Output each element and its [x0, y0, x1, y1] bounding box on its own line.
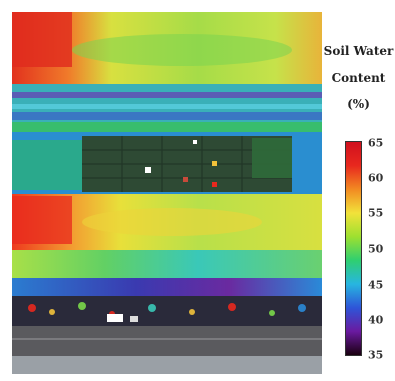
plot-marker [183, 177, 188, 182]
legend-title-line-1: Soil Water [323, 44, 394, 58]
legend-title-line-3: (%) [347, 97, 370, 111]
plot-marker [212, 182, 217, 187]
colorbar-tick: 65 [368, 136, 384, 150]
soil-water-map [12, 12, 322, 374]
colorbar-tick: 35 [368, 348, 384, 362]
colorbar-tick: 40 [368, 313, 384, 327]
road [12, 326, 322, 356]
top-field-green-pattern [72, 34, 292, 66]
top-field-hotspot [12, 12, 72, 67]
middle-field-green-pattern [82, 208, 262, 236]
bottom-strip [12, 356, 322, 374]
plot-marker [193, 140, 197, 144]
colorbar [345, 141, 362, 356]
colorbar-tick: 45 [368, 278, 384, 292]
colorbar-tick: 55 [368, 206, 384, 220]
lower-dots [28, 302, 306, 317]
plot-marker [145, 167, 151, 173]
legend-title-line-2: Content [331, 71, 386, 85]
colorbar-tick: 60 [368, 171, 384, 185]
colorbar-tick: 50 [368, 242, 384, 256]
plot-marker [212, 161, 217, 166]
blue-band [12, 278, 322, 296]
lower-field-band [12, 250, 322, 278]
